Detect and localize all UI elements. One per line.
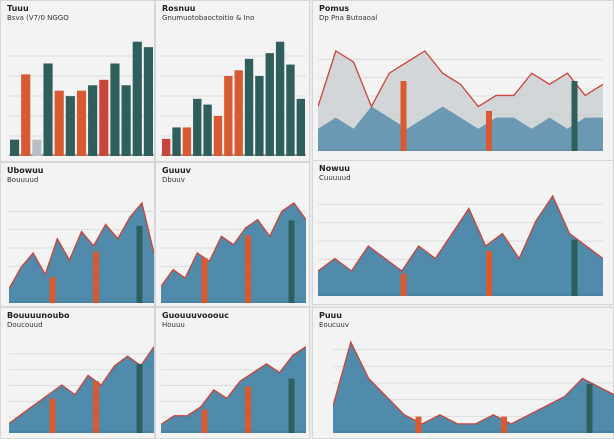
bar [172,127,181,156]
chart-svg [9,41,154,156]
line-series [318,50,603,109]
area-series [318,196,603,296]
bar [400,81,407,151]
chart-title: Puuu [319,311,342,320]
bar [486,111,492,151]
bar [110,63,120,156]
bar [32,139,42,156]
bar [234,70,243,156]
bar [571,81,578,151]
bar [286,64,295,156]
bar [288,220,295,303]
chart-svg [161,346,306,433]
chart-svg [9,201,154,303]
bar [296,98,305,156]
chart-title: Guuuv [162,166,191,175]
bar [49,398,56,433]
bar [54,90,64,156]
bar [201,409,208,433]
panel-area-4: Nowuu Cuuuuud [312,160,614,305]
chart-subtitle: Cuuuuud [319,174,351,182]
bar [224,76,233,156]
chart-subtitle: Eoucuuv [319,321,350,329]
chart-title: Nowuu [319,164,350,173]
bar [245,235,251,303]
chart-svg [333,340,614,433]
line-series [318,194,603,272]
panel-area-3: Guuuv Dbuuv [155,162,310,307]
bar [136,363,143,433]
chart-subtitle: Doucouud [7,321,43,329]
chart-title: Tuuu [7,4,29,13]
area-series [9,346,154,433]
bar [288,378,295,433]
chart-title: Rosnuu [162,4,196,13]
chart-svg [318,194,603,296]
panel-area-5: Bouuuunoubo Doucouud [0,307,155,439]
panel-area-6: Guouuuvooouc Houuu [155,307,310,439]
bar [244,58,254,156]
panel-bar-1: Tuuu Bsva (V7/0 NGGO [0,0,155,162]
line-series [161,346,306,425]
bar [193,98,202,156]
bar [49,277,56,303]
chart-title: Pomus [319,4,350,13]
bar [213,116,223,156]
bar [21,74,31,156]
bar [255,76,264,156]
bar [182,127,192,156]
bar [43,63,53,156]
bar [501,416,507,433]
bar [10,139,20,156]
bar [99,79,109,156]
bar [415,416,422,433]
bar [132,41,142,156]
bar [136,225,143,303]
bar [245,386,251,433]
area-series [9,203,154,303]
bar [586,383,593,433]
panel-area-7: Puuu Eoucuuv [312,307,614,439]
chart-subtitle: Bsva (V7/0 NGGO [7,14,69,22]
panel-area-2: Ubowuu Bouuuud [0,162,155,307]
bar [265,53,274,156]
line-series [9,346,154,424]
bar [275,41,285,156]
chart-subtitle: Dp Pna Butoaoal [319,14,378,22]
bar [65,96,75,156]
bar [88,85,98,156]
chart-subtitle: Gnumuotobaoctoitio & Ino [162,14,255,22]
bar [143,47,153,156]
chart-svg [161,41,306,156]
line-series [333,340,614,425]
line-series [161,202,306,287]
bar [486,251,492,296]
chart-svg [161,202,306,303]
chart-svg [9,346,154,433]
area-series [333,342,614,433]
chart-title: Bouuuunoubo [7,311,70,320]
area-series [161,203,306,303]
panel-bar-2: Rosnuu Gnumuotobaoctoitio & Ino [155,0,310,162]
chart-title: Ubowuu [7,166,44,175]
area-series [318,106,603,151]
bar [76,90,87,156]
chart-svg [318,50,603,151]
bar [121,85,131,156]
bar [571,239,578,296]
panel-area-1: Pomus Dp Pna Butoaoal [312,0,614,162]
bar [400,273,407,296]
chart-subtitle: Dbuuv [162,176,185,184]
line-series [9,201,154,290]
bar [162,138,171,156]
chart-subtitle: Houuu [162,321,185,329]
bar [93,251,99,303]
bar [201,258,208,303]
chart-subtitle: Bouuuud [7,176,39,184]
bar [93,381,99,433]
chart-title: Guouuuvooouc [162,311,229,320]
bar [203,104,212,156]
area-series [161,346,306,433]
